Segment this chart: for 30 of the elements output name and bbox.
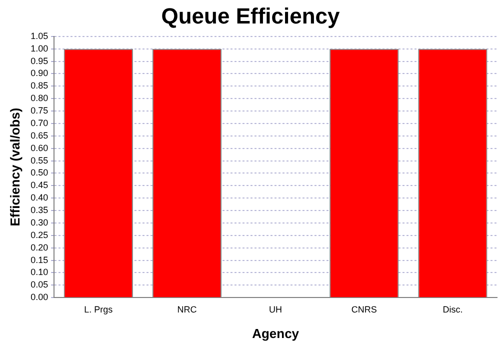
x-tick-label: NRC <box>177 304 198 314</box>
y-tick-label: 0.05 <box>30 280 48 290</box>
y-tick-label: 1.05 <box>30 30 48 41</box>
y-tick-label: 0.35 <box>30 205 48 216</box>
y-tick-label: 0.30 <box>30 217 48 228</box>
y-tick-label: 0.15 <box>30 254 48 265</box>
x-tick-label: Disc. <box>442 304 463 314</box>
y-tick-label: 0.55 <box>30 155 48 166</box>
y-tick-label: 0.00 <box>30 292 48 302</box>
x-axis-title: Agency <box>252 326 300 341</box>
chart-title: Queue Efficiency <box>161 3 341 28</box>
y-tick-label: 0.60 <box>30 142 48 153</box>
y-tick-label: 0.75 <box>30 106 48 116</box>
y-tick-label: 0.40 <box>30 192 48 203</box>
y-tick-label: 1.00 <box>30 43 48 54</box>
y-tick-label: 0.95 <box>30 56 48 66</box>
x-tick-label: UH <box>269 304 282 314</box>
y-tick-label: 0.85 <box>30 80 48 91</box>
y-tick-label: 0.90 <box>30 68 48 78</box>
y-tick-label: 0.50 <box>30 168 48 178</box>
y-tick-label: 0.80 <box>30 93 48 104</box>
y-tick-label: 0.70 <box>30 118 48 128</box>
y-tick-label: 0.25 <box>30 230 48 240</box>
y-tick-label: 0.65 <box>30 130 48 140</box>
x-tick-label: L. Prgs <box>84 304 114 314</box>
y-tick-label: 0.10 <box>30 267 48 278</box>
y-tick-label: 0.45 <box>30 180 48 190</box>
x-tick-label: CNRS <box>351 304 377 314</box>
y-tick-label: 0.20 <box>30 242 48 252</box>
y-axis-title: Efficiency (val/obs) <box>7 108 22 226</box>
